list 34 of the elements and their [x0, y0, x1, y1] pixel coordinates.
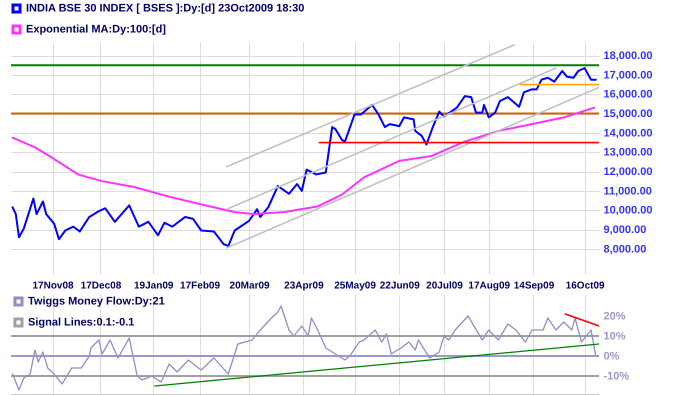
- y-tick-label: 8,000.00: [604, 243, 646, 256]
- y-tick-label: 14,000.00: [604, 127, 652, 140]
- x-tick-label: 19Jan09: [134, 280, 174, 292]
- x-tick-label: 14Sep09: [514, 280, 555, 292]
- x-tick-label: 20Jul09: [426, 280, 464, 292]
- y-tick-label: 11,000.00: [604, 185, 652, 198]
- x-tick-label: 20Mar09: [230, 280, 270, 292]
- y-tick-label: 20%: [604, 310, 626, 322]
- x-tick-label: 16Oct09: [566, 280, 606, 292]
- y-tick-label: 15,000.00: [604, 108, 652, 120]
- x-tick-label: 17Aug09: [468, 280, 511, 292]
- y-tick-label: 10%: [604, 330, 626, 342]
- y-tick-label: 17,000.00: [604, 69, 652, 82]
- line-series: [12, 106, 596, 216]
- legend-label: INDIA BSE 30 INDEX [ BSES ]:Dy:[d] 23Oct2009 18:30: [26, 2, 304, 14]
- legend-label: Signal Lines:0.1:-0.1: [28, 316, 134, 328]
- y-tick-label: 10,000.00: [604, 204, 652, 217]
- x-tick-label: 25May09: [334, 280, 376, 292]
- y-tick-label: 13,000.00: [604, 146, 652, 159]
- y-tick-label: -10%: [604, 370, 630, 382]
- y-tick-label: 18,000.00: [604, 50, 652, 62]
- line-series: [12, 305, 596, 391]
- y-tick-label: 9,000.00: [604, 224, 646, 236]
- x-tick-label: 22Jun09: [380, 280, 420, 292]
- x-tick-label: 17Nov08: [32, 280, 74, 292]
- y-tick-label: 0%: [604, 350, 620, 362]
- x-tick-label: 17Feb09: [180, 280, 220, 292]
- x-tick-label: 23Apr09: [284, 280, 324, 292]
- y-tick-label: 16,000.00: [604, 88, 652, 101]
- legend-label: Exponential MA:Dy:100:[d]: [26, 24, 166, 36]
- line-series: [12, 67, 597, 247]
- legend-label: Twiggs Money Flow:Dy:21: [28, 296, 165, 308]
- y-tick-label: 12,000.00: [604, 166, 652, 178]
- x-tick-label: 17Dec08: [80, 280, 122, 292]
